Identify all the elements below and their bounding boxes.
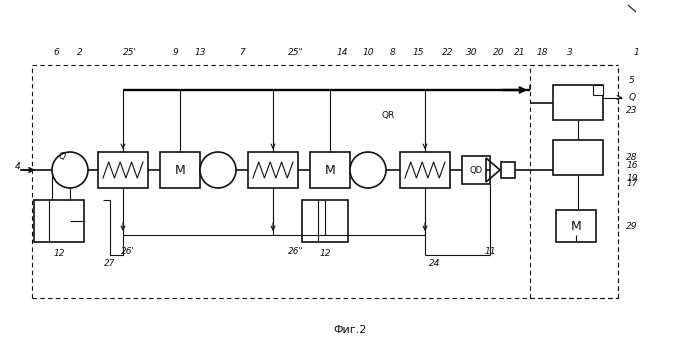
Text: 25': 25' [123,48,137,57]
Circle shape [350,152,386,188]
Text: 16: 16 [626,161,638,170]
Bar [98,152,148,188]
Bar [556,210,596,242]
Bar [310,152,350,188]
Circle shape [200,152,236,188]
Text: QR: QR [382,111,395,120]
Text: Q: Q [58,152,66,161]
Text: M: M [174,163,186,176]
Text: 15: 15 [412,48,423,57]
Text: 3: 3 [567,48,573,57]
Text: 23: 23 [626,106,638,115]
Text: Q: Q [629,93,636,102]
Bar [593,85,603,95]
Bar [160,152,200,188]
Text: 4: 4 [15,162,21,171]
Text: 5: 5 [629,76,635,85]
Text: 12: 12 [319,248,330,257]
Text: 29: 29 [626,221,638,230]
Text: 26": 26" [288,248,304,256]
Text: 17: 17 [626,179,638,188]
Bar [553,85,603,120]
Text: M: M [570,220,582,233]
Text: M: M [325,163,335,176]
Text: 12: 12 [53,248,65,257]
Text: 9: 9 [172,48,178,57]
Text: 18: 18 [536,48,547,57]
Text: 22: 22 [442,48,454,57]
Text: 14: 14 [336,48,348,57]
Text: 2: 2 [77,48,83,57]
Text: 20: 20 [494,48,505,57]
Text: 1: 1 [633,48,639,57]
Text: 7: 7 [239,48,245,57]
Text: 11: 11 [484,248,496,256]
Text: 13: 13 [195,48,206,57]
Text: Фиг.2: Фиг.2 [333,325,367,335]
Text: 6: 6 [53,48,59,57]
Text: 26': 26' [121,248,135,256]
Text: 21: 21 [514,48,526,57]
Text: 10: 10 [363,48,374,57]
Text: 8: 8 [390,48,396,57]
Text: 19: 19 [626,174,638,183]
Bar [462,156,490,184]
Text: 24: 24 [429,260,441,269]
Bar [34,200,84,242]
Bar [553,140,603,175]
Bar [248,152,298,188]
Text: 25": 25" [288,48,304,57]
Text: 30: 30 [466,48,477,57]
Text: 27: 27 [104,260,116,269]
Text: 28: 28 [626,153,638,162]
Bar [302,200,348,242]
Text: QD: QD [470,166,482,175]
Circle shape [52,152,88,188]
Bar [501,162,515,178]
Bar [400,152,450,188]
